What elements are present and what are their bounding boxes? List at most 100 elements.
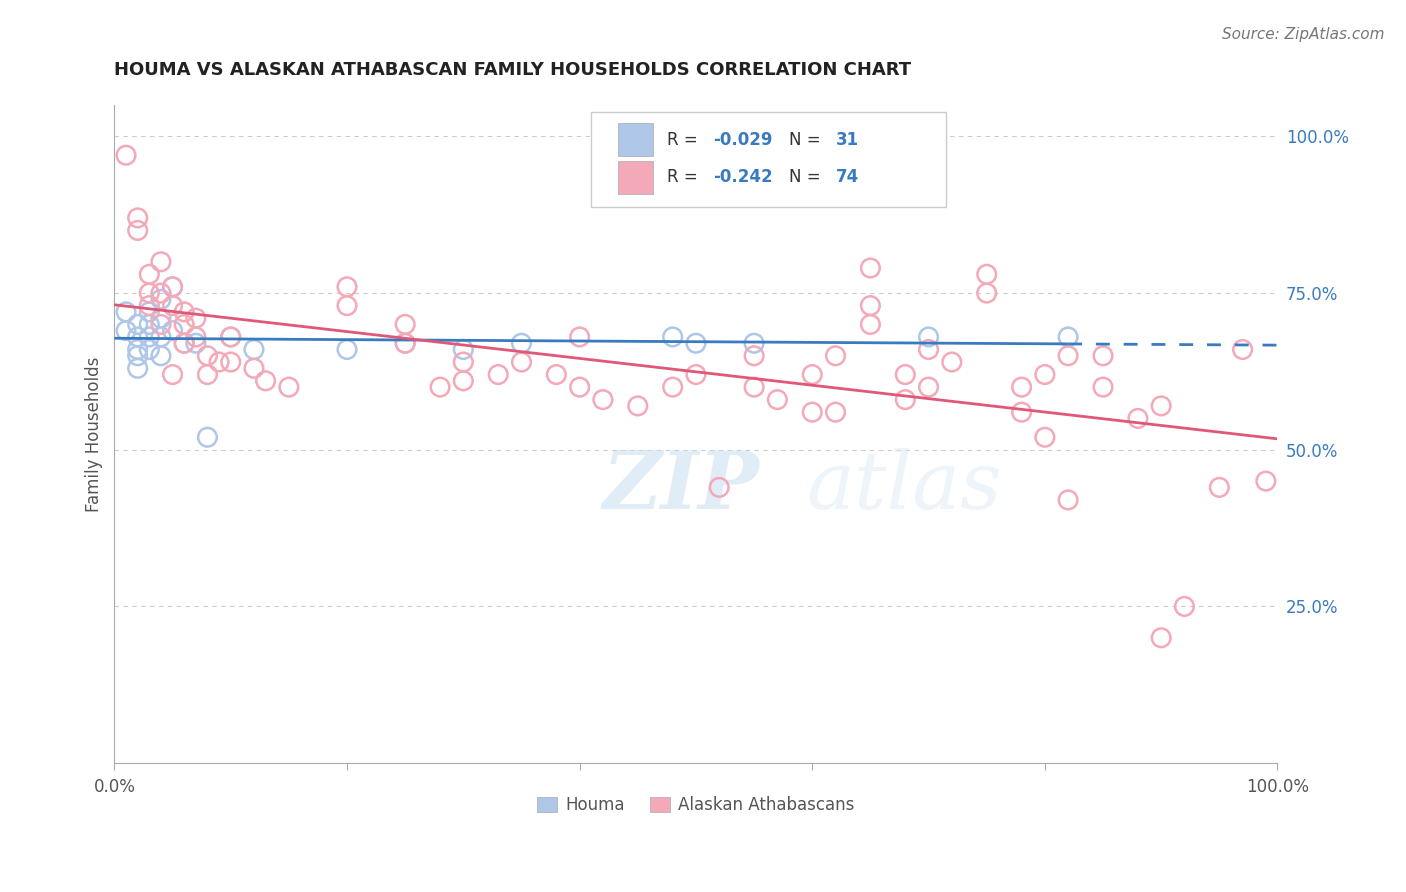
Point (1092, 380, 1115, 394)
Point (627, 399, 650, 413)
Point (173, 336, 195, 351)
Point (685, 368, 707, 382)
Text: ZIP: ZIP (603, 448, 759, 525)
Point (208, 355, 231, 369)
Point (162, 368, 184, 382)
Point (336, 343, 359, 357)
Point (219, 355, 242, 369)
Point (138, 299, 160, 313)
Point (394, 336, 416, 351)
Point (184, 311, 207, 326)
Point (1033, 368, 1056, 382)
Point (127, 318, 149, 332)
Point (1232, 343, 1254, 357)
Point (149, 318, 172, 332)
Point (742, 380, 765, 394)
Point (510, 336, 533, 351)
Point (824, 405, 846, 419)
Point (1057, 492, 1080, 507)
Point (742, 336, 765, 351)
Point (127, 361, 149, 376)
Point (243, 343, 266, 357)
Point (546, 368, 568, 382)
Point (149, 330, 172, 344)
Point (568, 380, 591, 394)
Point (976, 286, 998, 301)
Point (138, 318, 160, 332)
Text: -0.242: -0.242 (713, 169, 773, 186)
Point (742, 349, 765, 363)
Point (859, 299, 882, 313)
Text: 74: 74 (835, 169, 859, 186)
Point (162, 324, 184, 338)
Text: R =: R = (666, 169, 703, 186)
Text: N =: N = (789, 131, 825, 149)
Point (138, 343, 160, 357)
Point (254, 374, 277, 388)
Point (429, 380, 451, 394)
Point (1033, 430, 1056, 444)
Point (1057, 349, 1080, 363)
Point (184, 330, 207, 344)
Point (197, 430, 219, 444)
Point (1208, 480, 1230, 494)
FancyBboxPatch shape (619, 123, 652, 156)
Y-axis label: Family Households: Family Households (86, 357, 103, 512)
Point (894, 392, 917, 407)
Point (859, 260, 882, 275)
Point (127, 349, 149, 363)
Point (149, 286, 172, 301)
Point (162, 299, 184, 313)
Point (115, 148, 138, 162)
Point (149, 349, 172, 363)
Point (976, 267, 998, 281)
Point (917, 380, 939, 394)
Point (173, 318, 195, 332)
Point (162, 280, 184, 294)
Point (115, 324, 138, 338)
Point (197, 349, 219, 363)
Legend: Houma, Alaskan Athabascans: Houma, Alaskan Athabascans (530, 789, 862, 821)
Point (859, 318, 882, 332)
Point (394, 318, 416, 332)
FancyBboxPatch shape (619, 161, 652, 194)
Point (486, 368, 509, 382)
Point (1126, 411, 1149, 425)
Point (1254, 474, 1277, 488)
Point (127, 330, 149, 344)
Text: R =: R = (666, 131, 703, 149)
Point (1011, 380, 1033, 394)
FancyBboxPatch shape (592, 112, 946, 207)
Point (138, 305, 160, 319)
Point (801, 368, 824, 382)
Point (661, 330, 683, 344)
Point (1150, 399, 1173, 413)
Point (127, 223, 149, 237)
Point (941, 355, 963, 369)
Point (1173, 599, 1195, 614)
Point (824, 349, 846, 363)
Point (197, 368, 219, 382)
Point (336, 299, 359, 313)
Point (801, 405, 824, 419)
Point (184, 336, 207, 351)
Point (709, 480, 731, 494)
Point (1057, 330, 1080, 344)
Point (115, 305, 138, 319)
Point (894, 368, 917, 382)
Text: Source: ZipAtlas.com: Source: ZipAtlas.com (1222, 27, 1385, 42)
Point (592, 392, 614, 407)
Point (173, 336, 195, 351)
Text: N =: N = (789, 169, 825, 186)
Point (453, 343, 475, 357)
Text: HOUMA VS ALASKAN ATHABASCAN FAMILY HOUSEHOLDS CORRELATION CHART: HOUMA VS ALASKAN ATHABASCAN FAMILY HOUSE… (114, 61, 911, 78)
Point (138, 330, 160, 344)
Point (766, 392, 789, 407)
Point (661, 380, 683, 394)
Point (149, 311, 172, 326)
Point (453, 374, 475, 388)
Point (394, 336, 416, 351)
Point (219, 330, 242, 344)
Point (162, 280, 184, 294)
Text: atlas: atlas (807, 448, 1002, 525)
